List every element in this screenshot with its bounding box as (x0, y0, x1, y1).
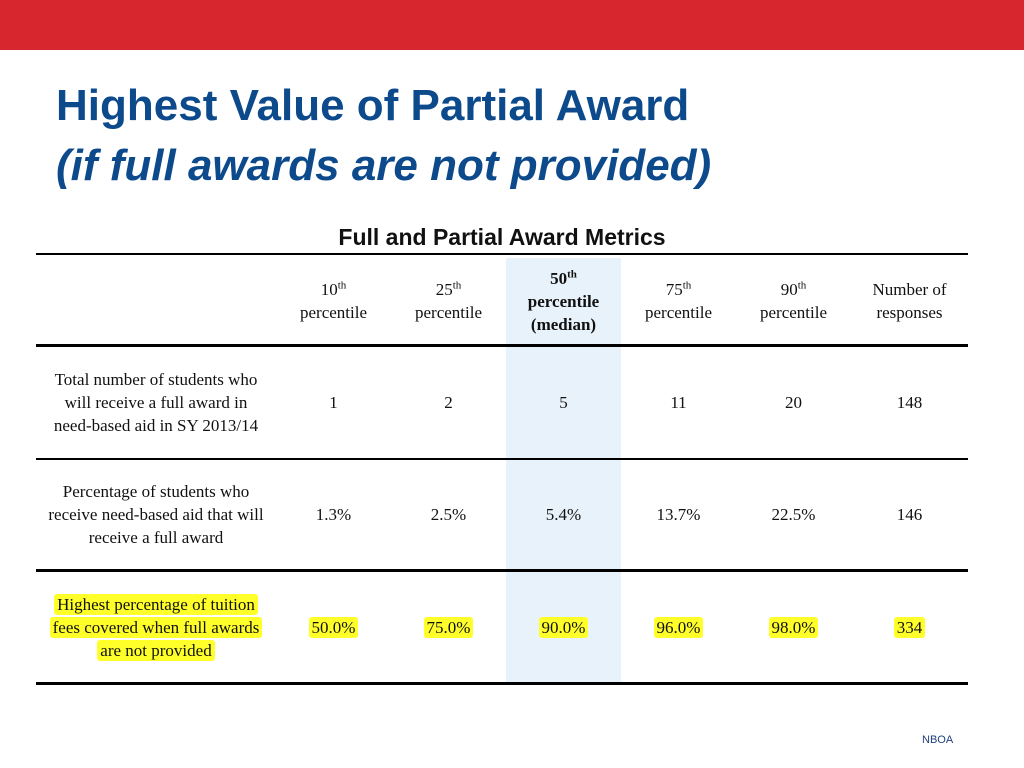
highlighted-row-label: Highest percentage of tuition fees cover… (49, 593, 263, 661)
row-label: Total number of students who will receiv… (36, 345, 276, 460)
footer-source: NBOA (922, 734, 954, 746)
row-label: Percentage of students who receive need-… (36, 459, 276, 572)
value-cell: 2.5% (391, 459, 506, 572)
median-value-cell: 5 (506, 345, 621, 460)
table-row: Total number of students who will receiv… (36, 345, 968, 460)
highlighted-value: 96.0% (653, 616, 704, 638)
responses-cell: 146 (851, 459, 968, 572)
value-cell: 1.3% (276, 459, 391, 572)
value-cell: 11 (621, 345, 736, 460)
responses-cell: 148 (851, 345, 968, 460)
responses-cell: 334 (851, 570, 968, 685)
slide-title: Highest Value of Partial Award (if full … (56, 76, 996, 196)
highlighted-value: 334 (893, 616, 926, 638)
median-value-cell: 5.4% (506, 459, 621, 572)
table-row: Percentage of students who receive need-… (36, 459, 968, 572)
highlighted-value: 90.0% (538, 616, 589, 638)
table-header-row: 10th percentile 25th percentile 50th per… (36, 258, 968, 347)
median-value-cell: 90.0% (506, 570, 621, 685)
table-row-highlighted: Highest percentage of tuition fees cover… (36, 570, 968, 685)
row-label: Highest percentage of tuition fees cover… (36, 570, 276, 685)
highlighted-value: 98.0% (768, 616, 819, 638)
award-metrics-table: 10th percentile 25th percentile 50th per… (36, 258, 968, 685)
value-cell: 20 (736, 345, 851, 460)
header-90th-percentile: 90th percentile (736, 258, 851, 347)
value-cell: 22.5% (736, 459, 851, 572)
header-25th-percentile: 25th percentile (391, 258, 506, 347)
header-75th-percentile: 75th percentile (621, 258, 736, 347)
table-top-rule (36, 253, 968, 255)
value-cell: 1 (276, 345, 391, 460)
value-cell: 2 (391, 345, 506, 460)
value-cell: 75.0% (391, 570, 506, 685)
value-cell: 96.0% (621, 570, 736, 685)
header-number-of-responses: Number of responses (851, 258, 968, 347)
table-caption: Full and Partial Award Metrics (338, 224, 666, 250)
value-cell: 13.7% (621, 459, 736, 572)
title-line-2: (if full awards are not provided) (56, 141, 712, 190)
value-cell: 98.0% (736, 570, 851, 685)
header-10th-percentile: 10th percentile (276, 258, 391, 347)
header-empty-cell (36, 258, 276, 347)
highlighted-value: 75.0% (423, 616, 474, 638)
highlighted-value: 50.0% (308, 616, 359, 638)
top-accent-bar (0, 0, 1024, 50)
value-cell: 50.0% (276, 570, 391, 685)
title-line-1: Highest Value of Partial Award (56, 81, 690, 130)
header-50th-percentile-median: 50th percentile (median) (506, 258, 621, 347)
